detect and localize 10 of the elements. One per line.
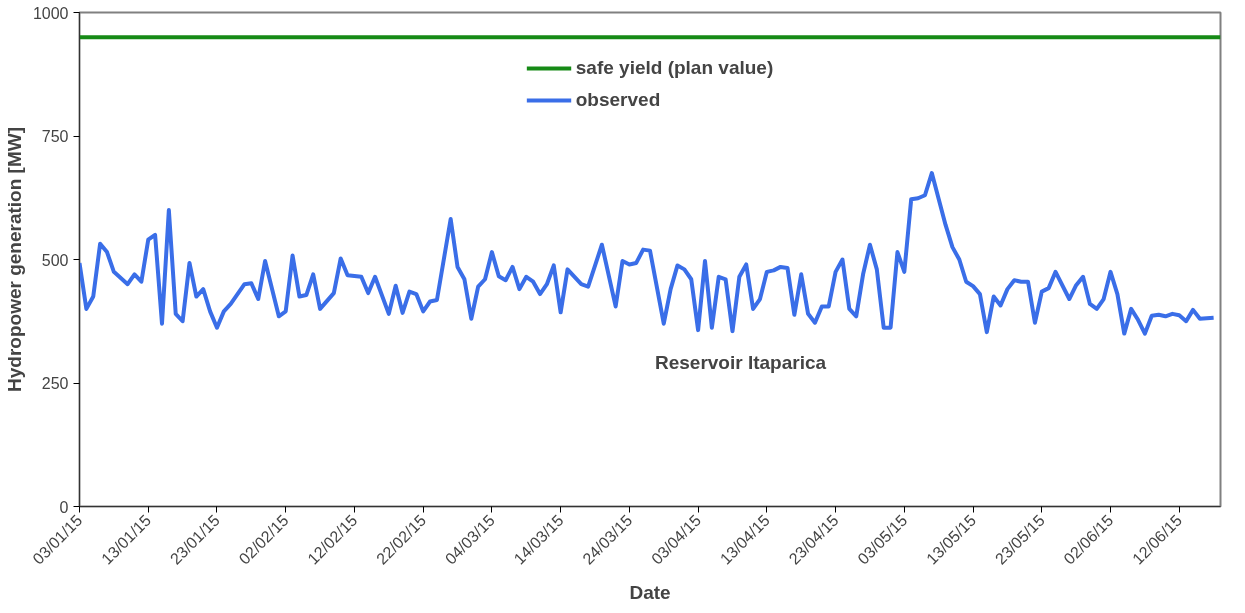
y-tick-label: 250 bbox=[41, 375, 69, 392]
y-tick-label: 750 bbox=[41, 128, 69, 145]
y-tick-label: 1000 bbox=[32, 4, 69, 22]
annotation: Reservoir Itaparica bbox=[654, 352, 827, 374]
y-axis-title: Hydropower generation [MW] bbox=[3, 127, 25, 392]
x-axis-title: Date bbox=[629, 581, 671, 603]
y-tick-label: 500 bbox=[41, 251, 69, 269]
legend-label: safe yield (plan value) bbox=[575, 57, 774, 79]
y-tick-label: 0 bbox=[59, 498, 69, 516]
legend-label: observed bbox=[575, 89, 661, 111]
